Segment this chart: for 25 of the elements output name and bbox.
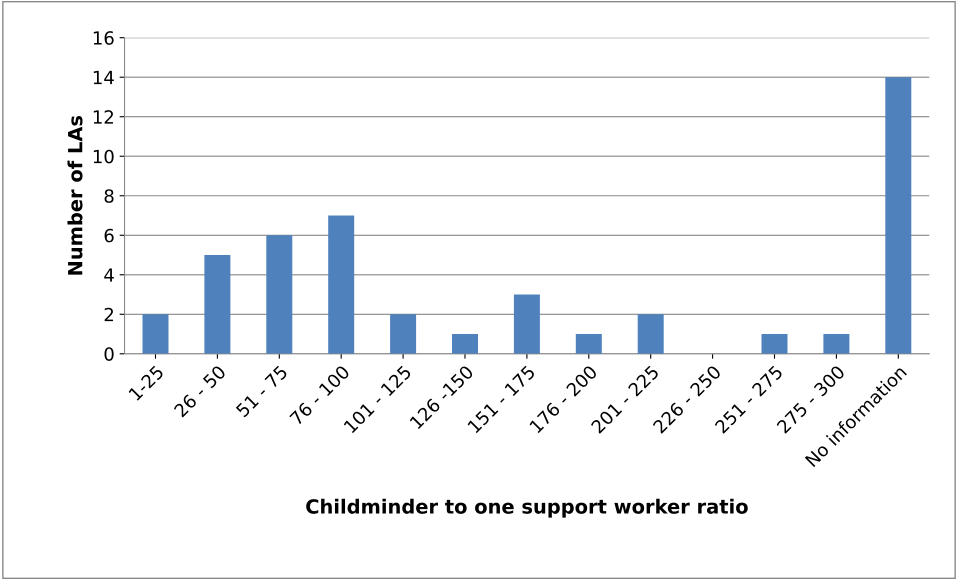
bar [885,77,912,354]
bar [762,334,788,354]
bar [390,314,416,354]
x-tick-label: 51 - 75 [235,365,288,418]
x-tick-label: 26 - 50 [173,364,226,418]
bar [576,334,602,354]
bar [514,294,540,354]
bar [328,216,354,354]
y-tick-label: 14 [94,70,114,84]
bar [638,314,664,354]
bar [266,235,292,354]
y-tick-label: 2 [104,308,114,322]
bar [452,334,478,354]
bar [204,255,230,354]
bar [823,334,850,354]
y-tick-label: 8 [104,189,114,203]
x-axis-title: Childminder to one support worker ratio [306,498,748,518]
y-axis-title: Number of LAs [67,116,83,275]
y-tick-label: 12 [94,110,114,124]
y-tick-label: 0 [104,347,114,361]
y-tick-label: 10 [94,150,114,164]
y-tick-label: 16 [94,31,114,45]
y-tick-label: 6 [104,228,114,242]
y-tick-label: 4 [104,268,114,282]
bar [142,314,168,354]
